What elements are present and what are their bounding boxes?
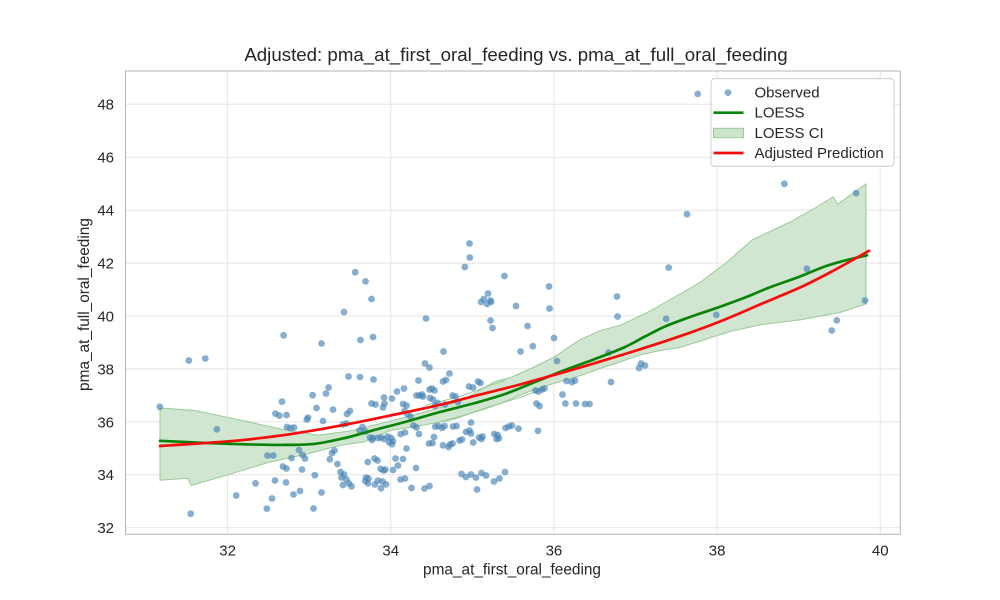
svg-text:34: 34 (97, 467, 114, 484)
svg-text:38: 38 (97, 361, 114, 378)
svg-text:34: 34 (382, 543, 399, 560)
svg-text:LOESS CI: LOESS CI (755, 125, 824, 142)
svg-text:pma_at_first_oral_feeding: pma_at_first_oral_feeding (423, 562, 601, 579)
svg-text:40: 40 (872, 543, 889, 560)
svg-text:36: 36 (97, 414, 114, 431)
svg-text:48: 48 (97, 97, 114, 114)
svg-text:42: 42 (97, 256, 114, 273)
svg-text:Observed: Observed (755, 85, 820, 102)
svg-text:40: 40 (97, 308, 114, 325)
svg-text:46: 46 (97, 150, 114, 167)
svg-text:44: 44 (97, 203, 114, 220)
svg-text:36: 36 (546, 543, 563, 560)
svg-text:LOESS: LOESS (755, 105, 805, 122)
svg-text:32: 32 (97, 520, 114, 537)
svg-text:pma_at_full_oral_feeding: pma_at_full_oral_feeding (76, 218, 93, 391)
svg-text:Adjusted Prediction: Adjusted Prediction (755, 145, 884, 162)
svg-text:Adjusted: pma_at_first_oral_fe: Adjusted: pma_at_first_oral_feeding vs. … (244, 44, 787, 66)
svg-text:32: 32 (219, 543, 236, 560)
svg-text:38: 38 (709, 543, 726, 560)
